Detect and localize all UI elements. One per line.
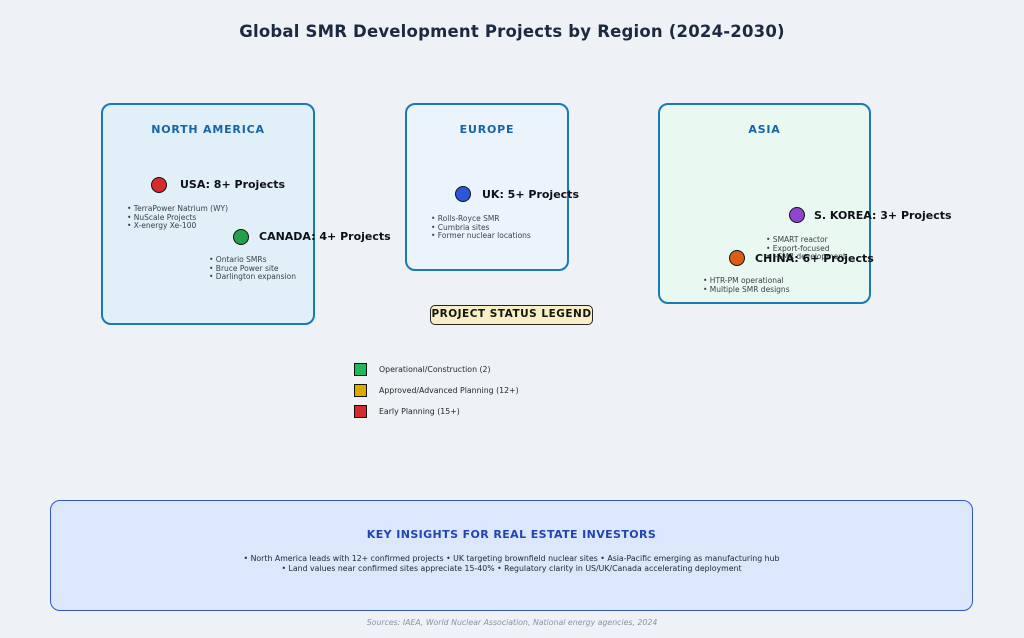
bullet-list-south-korea: • SMART reactor • Export-focused • i-SMR… [766,235,846,262]
legend-label: Operational/Construction (2) [379,365,491,374]
bullet-item: • Darlington expansion [209,272,296,282]
marker-label-canada: CANADA: 4+ Projects [259,230,391,243]
marker-dot-usa [151,177,167,193]
bullet-item: • X-energy Xe-100 [127,221,197,231]
insights-text: • North America leads with 12+ confirmed… [51,554,972,573]
legend-title: PROJECT STATUS LEGEND [430,305,593,325]
region-box-europe: EUROPE UK: 5+ Projects • Rolls-Royce SMR… [405,103,579,271]
legend-label: Early Planning (15+) [379,407,460,416]
bullet-item: • Former nuclear locations [431,231,531,241]
bullet-item: • Cumbria sites [431,222,490,232]
bullet-item: • TerraPower Natrium (WY) [127,204,229,213]
region-title-asia: ASIA [748,123,781,136]
bullet-item: • Export-focused [766,243,830,253]
sources-note: Sources: IAEA, World Nuclear Association… [366,618,658,627]
marker-label-china: CHINA: 6+ Projects [755,252,874,265]
insights-line: • North America leads with 12+ confirmed… [243,554,780,563]
bullet-item: • Rolls-Royce SMR [431,214,500,223]
legend-label: Approved/Advanced Planning (12+) [379,386,519,395]
bullet-item: • Multiple SMR designs [703,284,790,294]
region-box-asia: ASIA S. KOREA: 3+ Projects • SMART react… [658,103,952,304]
marker-dot-china [729,250,745,266]
bullet-item: • NuScale Projects [127,212,197,222]
page-title: Global SMR Development Projects by Regio… [239,22,785,41]
marker-dot-canada [233,229,249,245]
bullet-list-canada: • Ontario SMRs • Bruce Power site • Darl… [209,255,296,282]
legend-swatch-red [354,405,367,418]
marker-label-usa: USA: 8+ Projects [180,178,286,191]
legend-swatch-gold [354,384,367,397]
legend-swatch-green [354,363,367,376]
bullet-list-china: • HTR-PM operational • Multiple SMR desi… [703,276,790,294]
region-box-north-america: NORTH AMERICA USA: 8+ Projects • TerraPo… [101,103,391,325]
region-title-europe: EUROPE [459,123,515,136]
marker-dot-south-korea [789,207,805,223]
marker-dot-uk [455,186,471,202]
bullet-item: • SMART reactor [766,235,828,244]
bullet-item: • Ontario SMRs [209,255,267,264]
bullet-item: • HTR-PM operational [703,276,784,285]
marker-label-south-korea: S. KOREA: 3+ Projects [814,209,952,222]
insights-box: KEY INSIGHTS FOR REAL ESTATE INVESTORS •… [50,500,973,611]
marker-label-uk: UK: 5+ Projects [482,188,579,201]
bullet-item: • i-SMR development [766,252,846,262]
insights-line: • Land values near confirmed sites appre… [281,563,742,573]
insights-title: KEY INSIGHTS FOR REAL ESTATE INVESTORS [366,528,657,541]
bullet-item: • Bruce Power site [209,263,279,273]
region-title-north-america: NORTH AMERICA [151,123,265,136]
bullet-list-uk: • Rolls-Royce SMR • Cumbria sites • Form… [431,214,531,241]
bullet-list-usa: • TerraPower Natrium (WY) • NuScale Proj… [127,204,229,231]
